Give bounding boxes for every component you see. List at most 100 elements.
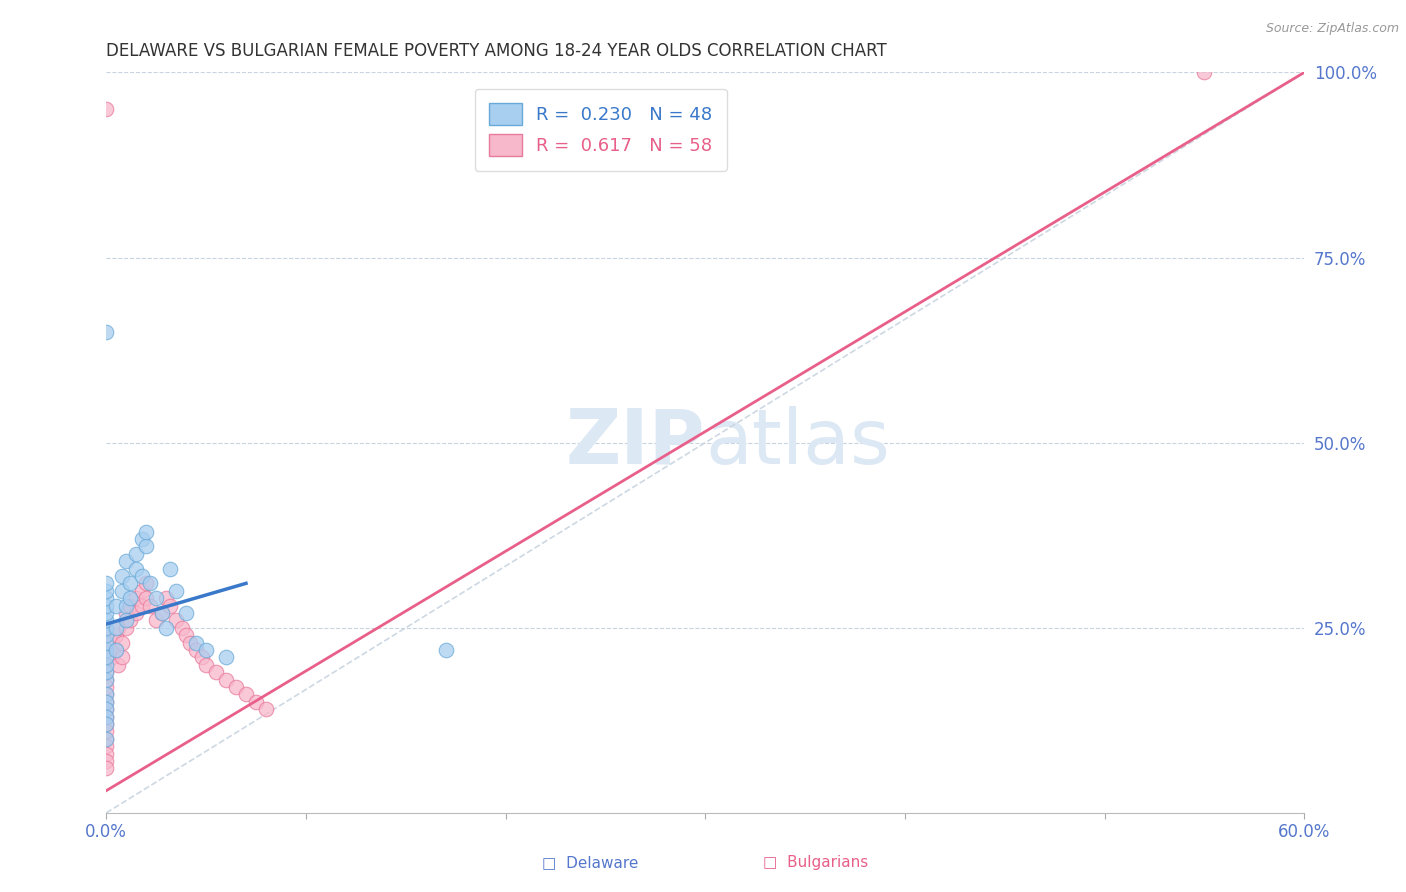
Delaware [105, 643, 128, 657]
Bulgarians [105, 643, 128, 657]
Bulgarians [107, 621, 129, 635]
Delaware [96, 709, 118, 723]
Bulgarians [96, 621, 118, 635]
Delaware [96, 650, 118, 665]
Delaware [195, 643, 218, 657]
Delaware [115, 554, 138, 568]
Delaware [150, 606, 173, 620]
Delaware [96, 613, 118, 627]
Delaware [115, 599, 138, 613]
Delaware [184, 635, 207, 649]
Bulgarians [131, 599, 153, 613]
Delaware [96, 688, 118, 702]
Delaware [434, 643, 457, 657]
Delaware [165, 583, 187, 598]
Bulgarians [96, 657, 118, 672]
Bulgarians [1194, 65, 1216, 79]
Delaware [96, 731, 118, 746]
Delaware [120, 576, 142, 591]
Text: DELAWARE VS BULGARIAN FEMALE POVERTY AMONG 18-24 YEAR OLDS CORRELATION CHART: DELAWARE VS BULGARIAN FEMALE POVERTY AMO… [107, 42, 887, 60]
Bulgarians [135, 591, 157, 606]
Bulgarians [174, 628, 197, 642]
Bulgarians [131, 583, 153, 598]
Bulgarians [225, 680, 247, 694]
Bulgarians [96, 680, 118, 694]
Bulgarians [96, 717, 118, 731]
Text: ZIP: ZIP [565, 406, 706, 480]
Bulgarians [96, 635, 118, 649]
Bulgarians [96, 643, 118, 657]
Delaware [159, 561, 181, 575]
Delaware [111, 583, 134, 598]
Delaware [111, 569, 134, 583]
Bulgarians [191, 650, 214, 665]
Text: Source: ZipAtlas.com: Source: ZipAtlas.com [1265, 22, 1399, 36]
Bulgarians [195, 657, 218, 672]
Bulgarians [205, 665, 228, 680]
Delaware [105, 599, 128, 613]
Delaware [96, 606, 118, 620]
Bulgarians [96, 747, 118, 761]
Bulgarians [96, 762, 118, 776]
Bulgarians [184, 643, 207, 657]
Delaware [96, 657, 118, 672]
Bulgarians [150, 606, 173, 620]
Bulgarians [155, 591, 177, 606]
Delaware [96, 583, 118, 598]
Delaware [120, 591, 142, 606]
Bulgarians [111, 635, 134, 649]
Delaware [135, 539, 157, 553]
Delaware [96, 576, 118, 591]
Bulgarians [96, 695, 118, 709]
Bulgarians [215, 673, 238, 687]
Bulgarians [96, 103, 118, 117]
Delaware [174, 606, 197, 620]
Bulgarians [96, 754, 118, 768]
Legend: R =  0.230   N = 48, R =  0.617   N = 58: R = 0.230 N = 48, R = 0.617 N = 58 [475, 89, 727, 171]
Bulgarians [115, 621, 138, 635]
Bulgarians [101, 635, 124, 649]
Delaware [96, 673, 118, 687]
Delaware [115, 613, 138, 627]
Delaware [96, 635, 118, 649]
Bulgarians [96, 673, 118, 687]
Bulgarians [139, 599, 162, 613]
Bulgarians [96, 628, 118, 642]
Delaware [96, 591, 118, 606]
Bulgarians [96, 709, 118, 723]
Delaware [145, 591, 167, 606]
Bulgarians [96, 702, 118, 716]
Delaware [96, 717, 118, 731]
Bulgarians [254, 702, 277, 716]
Delaware [131, 532, 153, 546]
Bulgarians [96, 739, 118, 754]
Bulgarians [120, 613, 142, 627]
Bulgarians [96, 724, 118, 739]
Text: □  Bulgarians: □ Bulgarians [763, 855, 868, 870]
Bulgarians [125, 591, 148, 606]
Delaware [105, 621, 128, 635]
Delaware [96, 628, 118, 642]
Bulgarians [96, 650, 118, 665]
Bulgarians [179, 635, 201, 649]
Delaware [96, 665, 118, 680]
Delaware [131, 569, 153, 583]
Delaware [96, 599, 118, 613]
Bulgarians [96, 665, 118, 680]
Bulgarians [159, 599, 181, 613]
Text: atlas: atlas [706, 406, 890, 480]
Delaware [155, 621, 177, 635]
Bulgarians [96, 731, 118, 746]
Bulgarians [125, 606, 148, 620]
Bulgarians [120, 599, 142, 613]
Delaware [125, 561, 148, 575]
Delaware [96, 325, 118, 339]
Bulgarians [105, 628, 128, 642]
Delaware [135, 524, 157, 539]
Bulgarians [145, 613, 167, 627]
Delaware [139, 576, 162, 591]
Bulgarians [96, 688, 118, 702]
Bulgarians [111, 650, 134, 665]
Delaware [125, 547, 148, 561]
Delaware [96, 702, 118, 716]
